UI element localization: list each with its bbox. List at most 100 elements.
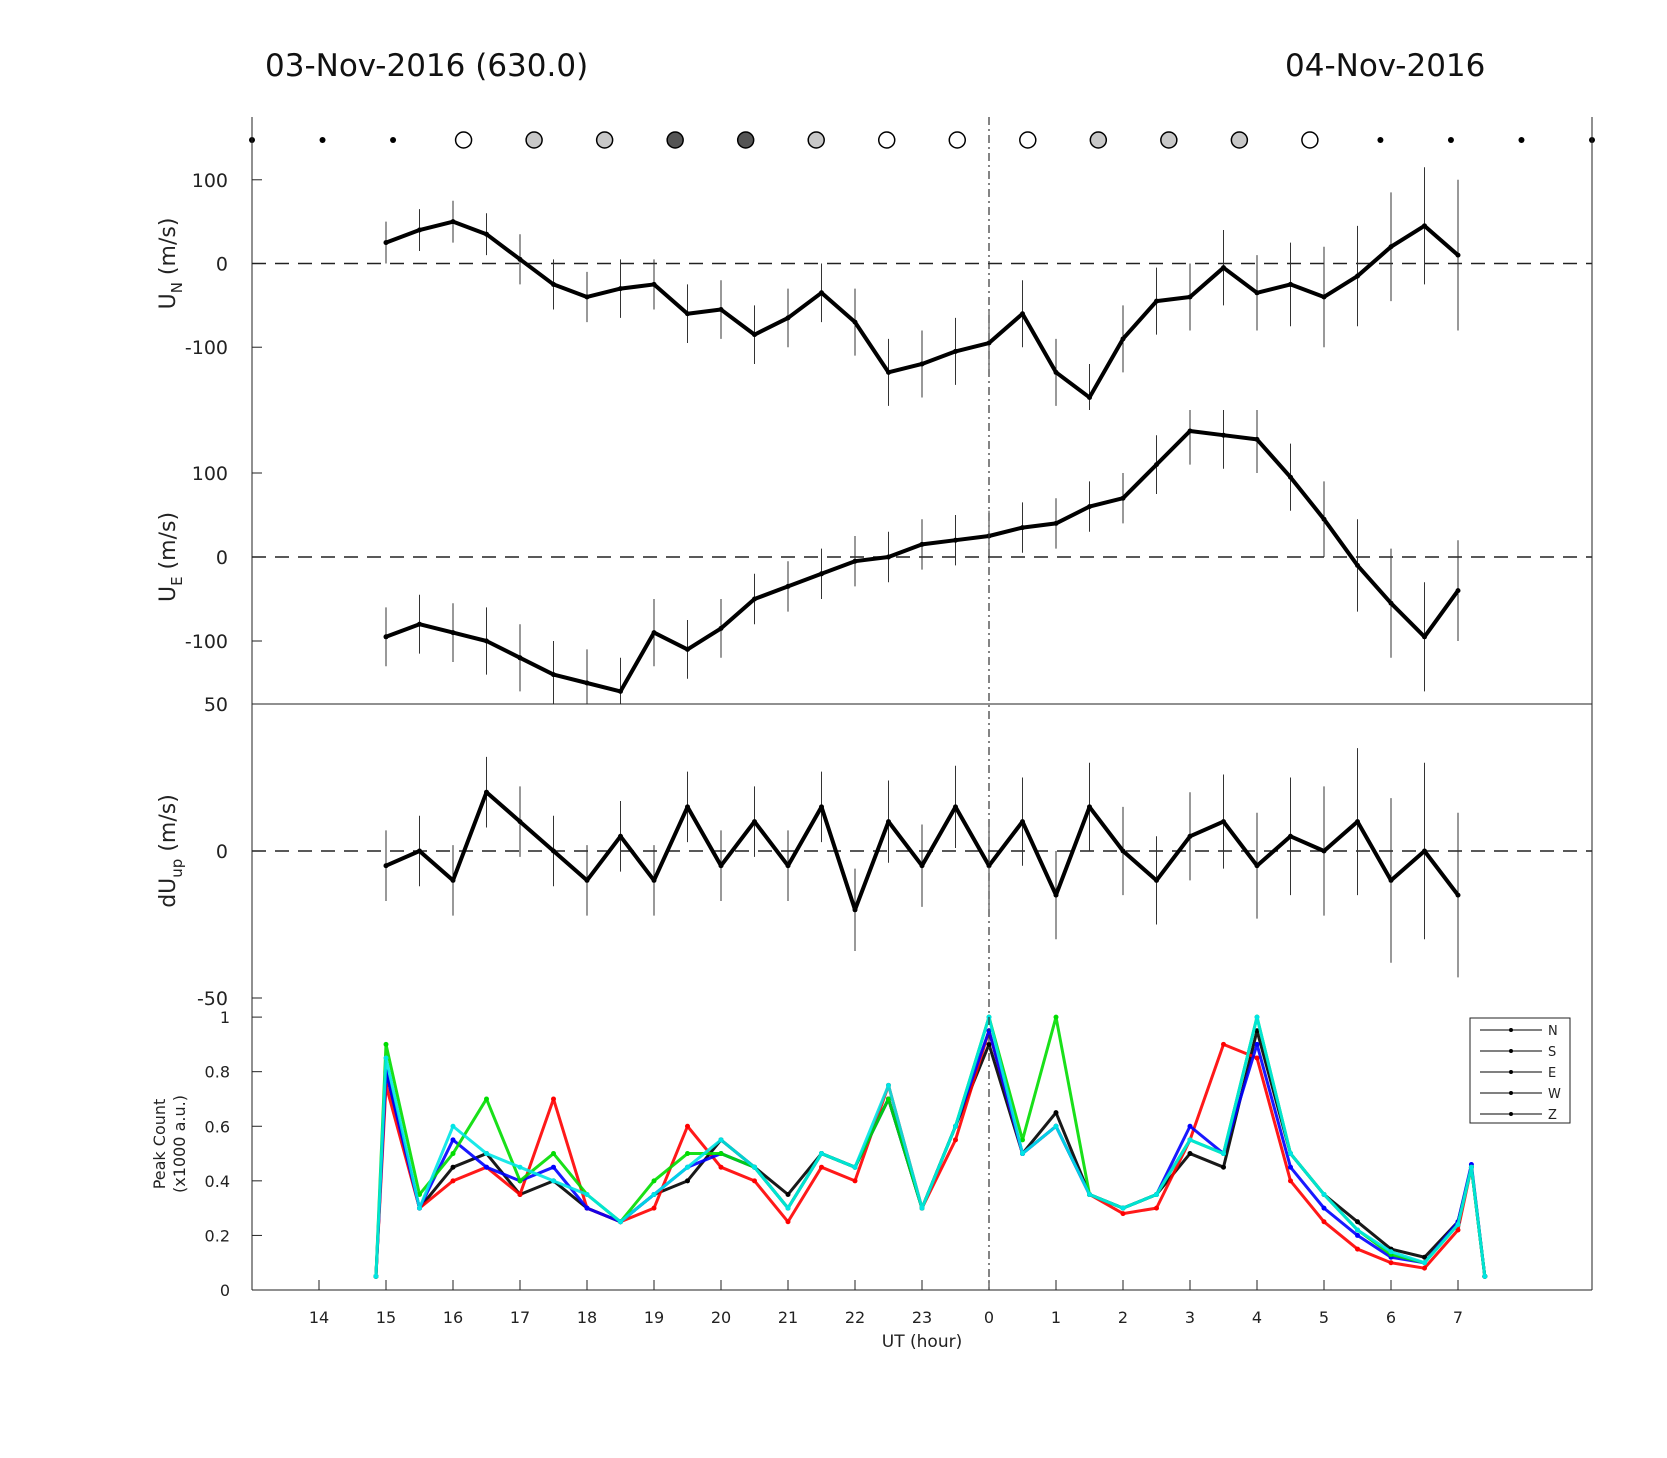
data-point <box>618 688 623 694</box>
data-point-E <box>584 1205 590 1211</box>
data-point-N <box>785 1191 791 1197</box>
x-tick-label: 14 <box>309 1308 329 1327</box>
data-point-S <box>517 1191 523 1197</box>
data-point <box>1321 516 1327 522</box>
data-point <box>1020 525 1025 531</box>
x-tick-label: 5 <box>1319 1308 1329 1327</box>
data-point <box>484 638 489 644</box>
x-tick-label: 22 <box>845 1308 865 1327</box>
legend-box <box>1469 1017 1571 1124</box>
data-point <box>953 804 958 810</box>
data-point-N <box>1187 1151 1193 1157</box>
data-point-Z <box>1455 1222 1461 1228</box>
moon-marker-8 <box>807 131 825 149</box>
data-point <box>919 863 925 869</box>
moon-marker-1 <box>319 137 326 143</box>
data-point <box>651 877 657 883</box>
data-point <box>1355 819 1360 825</box>
y-tick-label: 50 <box>204 694 228 716</box>
data-point-Z <box>450 1123 456 1129</box>
data-point <box>1388 877 1394 883</box>
data-point <box>953 537 958 543</box>
data-point <box>718 625 724 631</box>
x-tick-label: 23 <box>912 1308 932 1327</box>
data-point-Z <box>785 1205 791 1211</box>
legend-label-W: W <box>1548 1087 1561 1102</box>
data-point-W <box>484 1096 489 1102</box>
data-point-S <box>1388 1260 1394 1266</box>
y-axis-label-main: dU <box>156 878 181 908</box>
data-point <box>819 804 824 810</box>
data-point <box>651 630 657 636</box>
data-point <box>1355 273 1360 279</box>
moon-marker-13 <box>1160 131 1178 149</box>
data-point-E <box>450 1137 456 1143</box>
data-point <box>517 256 523 262</box>
moon-marker-18 <box>1518 137 1525 143</box>
data-point-N <box>1355 1219 1360 1225</box>
data-point <box>1422 848 1427 854</box>
data-point <box>1154 298 1159 304</box>
data-point-Z <box>1388 1249 1394 1255</box>
legend-marker-S <box>1509 1049 1513 1053</box>
data-point-Z <box>584 1191 590 1197</box>
data-point <box>1053 892 1059 898</box>
moon-marker-6 <box>666 131 684 149</box>
y-tick-label: -100 <box>185 631 228 653</box>
data-point-S <box>1154 1205 1159 1211</box>
data-point-Z <box>1321 1191 1327 1197</box>
data-point-Z <box>383 1055 389 1061</box>
y-tick-label: 0.8 <box>205 1063 230 1082</box>
data-point-Z <box>1154 1191 1159 1197</box>
data-point <box>1187 833 1193 839</box>
y-axis-label-sub: up <box>168 859 186 878</box>
data-point <box>1355 562 1360 568</box>
x-tick-label: 21 <box>778 1308 798 1327</box>
data-point <box>1388 600 1394 606</box>
y-axis-label-unit: (m/s) <box>156 512 181 576</box>
data-point <box>819 290 824 296</box>
data-point <box>450 630 456 636</box>
data-point-Z <box>484 1151 489 1157</box>
data-point <box>919 361 925 367</box>
data-point <box>1053 369 1059 375</box>
data-point-Z <box>1422 1260 1427 1266</box>
moon-marker-3 <box>454 131 473 149</box>
data-point <box>685 311 690 317</box>
y-axis-label-main: U <box>156 586 181 602</box>
data-point-N <box>986 1041 992 1047</box>
moon-marker-4 <box>525 131 543 149</box>
data-point <box>718 863 724 869</box>
data-point <box>752 596 757 602</box>
data-point <box>1455 892 1461 898</box>
data-point <box>1087 394 1092 400</box>
data-point-N <box>1422 1254 1427 1260</box>
data-point <box>685 804 690 810</box>
data-point <box>1422 634 1427 640</box>
data-point-E <box>1254 1041 1260 1047</box>
data-point <box>484 789 489 795</box>
data-point <box>1254 290 1260 296</box>
data-point <box>1154 877 1159 883</box>
data-point <box>886 369 891 375</box>
data-point-Z <box>819 1151 824 1157</box>
data-point <box>584 877 590 883</box>
data-point <box>1020 819 1025 825</box>
y-tick-label: 0.6 <box>205 1117 230 1136</box>
data-point <box>1087 504 1092 510</box>
data-point-E <box>551 1164 556 1170</box>
moon-marker-11 <box>1019 131 1037 149</box>
data-point-Z <box>718 1137 724 1143</box>
data-point <box>584 294 590 300</box>
y-axis-label: UN (m/s) <box>156 218 186 310</box>
data-point-Z <box>373 1273 379 1279</box>
data-point <box>1422 223 1427 229</box>
data-point <box>685 646 690 652</box>
moon-marker-14 <box>1230 131 1249 149</box>
data-point-Z <box>919 1205 925 1211</box>
legend-label-N: N <box>1548 1024 1558 1039</box>
data-point-Z <box>1187 1137 1193 1143</box>
data-point-S <box>651 1205 657 1211</box>
panel-un: 100 0 -100 UN (m/s) <box>156 117 1593 410</box>
